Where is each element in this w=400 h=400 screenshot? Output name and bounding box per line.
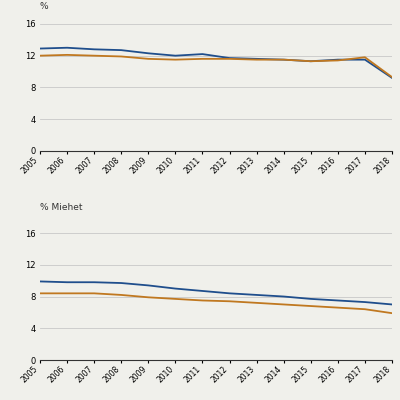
Text: % Miehet: % Miehet <box>40 203 82 212</box>
Text: %: % <box>40 2 49 11</box>
